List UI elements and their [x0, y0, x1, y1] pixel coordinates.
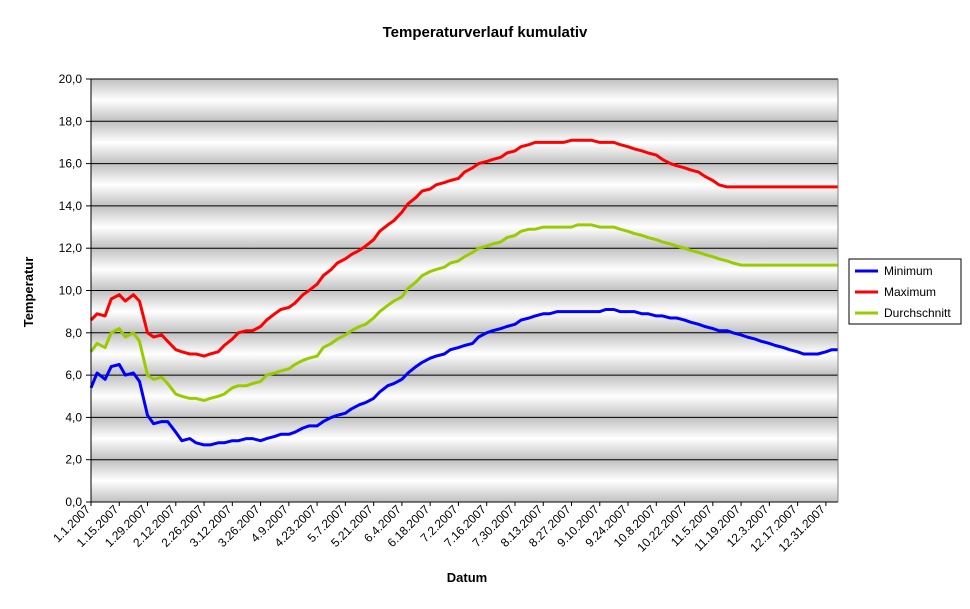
series-layer: [89, 138, 838, 447]
chart-title: Temperaturverlauf kumulativ: [383, 24, 588, 41]
series-line-minimum: [89, 308, 838, 447]
y-tick-label: 10,0: [59, 284, 83, 298]
plot-band: [91, 205, 838, 249]
legend-label-durchschnitt: Durchschnitt: [884, 306, 951, 320]
legend: Minimum Maximum Durchschnitt: [848, 258, 962, 325]
plot-band: [91, 163, 838, 206]
x-axis-title: Datum: [447, 570, 487, 585]
plot-band: [91, 121, 838, 164]
plot-band: [91, 248, 838, 291]
legend-label-minimum: Minimum: [884, 264, 933, 278]
y-tick-label: 8,0: [65, 326, 82, 340]
series-line-durchschnitt: [89, 223, 838, 402]
plot-band: [91, 290, 838, 333]
y-tick-label: 16,0: [59, 157, 83, 171]
y-tick-label: 12,0: [59, 241, 83, 255]
legend-label-maximum: Maximum: [884, 285, 936, 299]
series-line-maximum: [89, 138, 838, 358]
x-axis-ticks: 1.1.20071.15.20071.29.20072.12.20072.26.…: [50, 502, 828, 555]
y-tick-label: 0,0: [65, 495, 82, 509]
y-tick-label: 18,0: [59, 114, 83, 128]
y-tick-label: 4,0: [65, 410, 82, 424]
plot-band: [91, 375, 838, 418]
plot-band: [91, 459, 838, 502]
y-tick-label: 14,0: [59, 199, 83, 213]
y-tick-label: 2,0: [65, 453, 82, 467]
y-axis-ticks: 0,0 2,0 4,0 6,0 8,0 10,0 12,0 14,0 16,0 18,0 20,0: [59, 72, 91, 509]
y-tick-label: 6,0: [65, 368, 82, 382]
y-tick-label: 20,0: [59, 72, 83, 86]
y-axis-title: Temperatur: [21, 257, 36, 328]
plot-area: [91, 79, 838, 502]
plot-band: [91, 79, 838, 122]
plot-band: [91, 332, 838, 376]
plot-band: [91, 417, 838, 460]
